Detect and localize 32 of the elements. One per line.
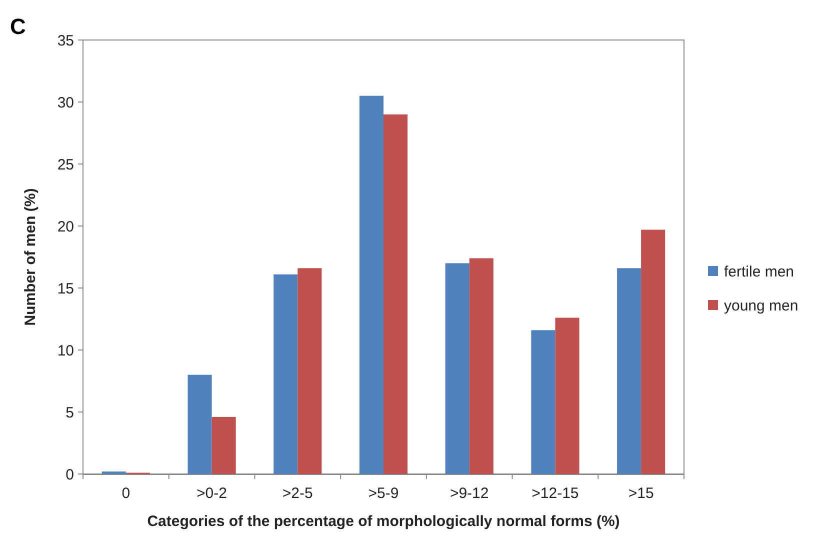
x-tick-label: 0 <box>122 485 130 502</box>
y-tick-label: 20 <box>57 218 74 236</box>
bar <box>445 263 470 474</box>
bar <box>359 96 384 474</box>
x-axis-title: Categories of the percentage of morphologically normal forms (%) <box>147 513 620 530</box>
x-tick-label: >2-5 <box>282 485 313 502</box>
bar <box>212 416 236 474</box>
legend-label: fertile men <box>724 263 794 280</box>
x-tick-label: >15 <box>628 485 654 502</box>
x-tick-label: >12-15 <box>532 485 579 502</box>
bar <box>469 258 494 474</box>
bar <box>555 318 580 474</box>
bar <box>188 374 212 474</box>
y-tick-label: 35 <box>57 32 74 50</box>
y-tick-label: 10 <box>57 342 74 360</box>
bar <box>617 268 642 474</box>
y-axis-title: Number of men (%) <box>22 188 39 326</box>
text: C <box>10 14 26 39</box>
x-tick-label: >0-2 <box>196 485 228 502</box>
y-tick-label: 0 <box>66 466 74 484</box>
bar <box>298 268 322 474</box>
y-tick-label: 30 <box>57 94 74 112</box>
y-tick-label: 15 <box>57 280 74 298</box>
legend-label: young men <box>724 297 798 314</box>
x-tick-label: >5-9 <box>368 485 399 502</box>
y-tick-label: 25 <box>57 156 74 174</box>
x-tick-label: >9-12 <box>450 485 489 502</box>
bar <box>384 114 408 474</box>
bar <box>531 330 556 474</box>
bar <box>641 230 666 474</box>
bar <box>274 274 298 474</box>
y-tick-label: 5 <box>66 404 74 422</box>
